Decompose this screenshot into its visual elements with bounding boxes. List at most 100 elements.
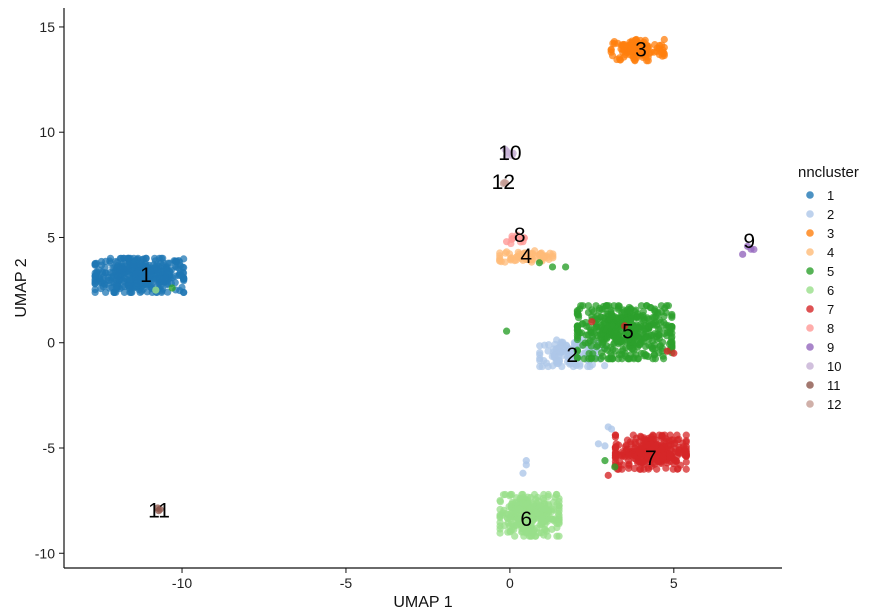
point-cluster-5: [601, 457, 609, 465]
point-cluster-5: [585, 323, 593, 331]
legend-label-4: 4: [827, 245, 834, 260]
point-cluster-2: [559, 338, 567, 346]
point-cluster-6: [499, 491, 508, 499]
point-cluster-5: [626, 355, 634, 363]
x-tick-label: 5: [670, 575, 678, 591]
point-cluster-2: [576, 362, 584, 370]
y-tick-label: -10: [35, 545, 55, 561]
point-cluster-7: [638, 442, 647, 451]
legend-label-5: 5: [827, 264, 834, 279]
point-cluster-5: [663, 332, 671, 340]
point-cluster-5: [650, 351, 658, 359]
point-cluster-1: [106, 276, 114, 285]
point-cluster-1: [164, 259, 172, 267]
point-cluster-6: [520, 523, 528, 531]
point-cluster-7: [682, 450, 690, 458]
point-cluster-1: [102, 257, 110, 265]
legend-title: nncluster: [798, 164, 859, 181]
legend-label-7: 7: [827, 302, 834, 317]
y-axis-ticks: -10 -5 0 5 10 15: [35, 19, 64, 561]
point-cluster-5: [620, 308, 629, 316]
point-cluster-5: [636, 341, 644, 349]
point-cluster-1: [146, 267, 155, 275]
point-cluster-2: [536, 355, 544, 363]
point-cluster-5: [611, 338, 619, 347]
point-cluster-2: [594, 440, 603, 448]
legend-label-1: 1: [827, 188, 834, 203]
point-cluster-3: [657, 48, 665, 56]
point-cluster-6: [548, 515, 556, 523]
point-cluster-5: [653, 332, 661, 341]
point-cluster-7: [674, 465, 682, 473]
legend-swatch-3: [806, 229, 814, 237]
point-cluster-1: [98, 268, 106, 276]
cluster-label-6: 6: [520, 508, 532, 531]
point-cluster-1: [174, 263, 182, 272]
legend-swatch-11: [806, 381, 814, 389]
point-cluster-3: [620, 42, 628, 50]
point-cluster-5: [650, 313, 658, 322]
legend-label-10: 10: [827, 359, 841, 374]
point-cluster-4: [518, 250, 526, 258]
point-cluster-1: [92, 259, 101, 267]
point-cluster-10: [503, 147, 511, 155]
point-cluster-5: [659, 352, 667, 360]
point-cluster-6: [496, 498, 505, 506]
point-cluster-6: [496, 529, 504, 537]
point-cluster-7: [611, 431, 620, 439]
point-cluster-5: [641, 334, 649, 342]
point-cluster-5: [573, 354, 582, 362]
point-cluster-5: [603, 325, 611, 333]
point-cluster-7: [604, 471, 612, 479]
point-cluster-5: [625, 335, 633, 343]
point-cluster-5: [168, 284, 176, 292]
point-cluster-7: [588, 318, 596, 326]
points-layer: [91, 35, 758, 540]
cluster-label-4: 4: [520, 245, 532, 268]
point-cluster-7: [668, 436, 676, 444]
point-cluster-7: [623, 445, 631, 453]
point-cluster-6: [499, 509, 507, 517]
point-cluster-1: [112, 285, 120, 293]
point-cluster-2: [545, 341, 553, 349]
point-cluster-3: [616, 56, 624, 64]
y-tick-label: 15: [39, 19, 55, 35]
point-cluster-6: [555, 507, 563, 515]
point-cluster-2: [548, 352, 556, 361]
point-cluster-1: [170, 257, 178, 265]
point-cluster-1: [137, 278, 145, 287]
point-cluster-5: [650, 307, 659, 315]
point-cluster-5: [603, 333, 612, 341]
point-cluster-5: [617, 337, 625, 346]
point-cluster-1: [127, 275, 135, 284]
point-cluster-5: [614, 302, 623, 310]
point-cluster-6: [152, 286, 160, 294]
legend-swatch-5: [806, 267, 814, 275]
point-cluster-6: [555, 497, 563, 506]
point-cluster-1: [116, 254, 124, 263]
point-cluster-6: [540, 496, 548, 505]
point-cluster-7: [675, 446, 683, 454]
point-cluster-2: [601, 362, 609, 370]
y-tick-label: 0: [47, 335, 55, 351]
point-cluster-5: [659, 338, 667, 346]
point-cluster-3: [645, 43, 653, 51]
point-cluster-5: [668, 310, 676, 319]
point-cluster-3: [610, 40, 619, 48]
point-cluster-4: [549, 254, 557, 262]
point-cluster-6: [555, 518, 563, 526]
point-cluster-1: [91, 280, 99, 288]
point-cluster-5: [615, 319, 623, 327]
point-cluster-5: [629, 345, 637, 353]
point-cluster-3: [637, 47, 645, 55]
point-cluster-6: [511, 532, 519, 540]
point-cluster-2: [601, 442, 609, 450]
point-cluster-3: [632, 35, 640, 44]
point-cluster-1: [180, 288, 188, 297]
point-cluster-5: [573, 326, 582, 334]
point-cluster-2: [569, 362, 577, 371]
legend-label-6: 6: [827, 283, 834, 298]
point-cluster-5: [634, 333, 642, 341]
